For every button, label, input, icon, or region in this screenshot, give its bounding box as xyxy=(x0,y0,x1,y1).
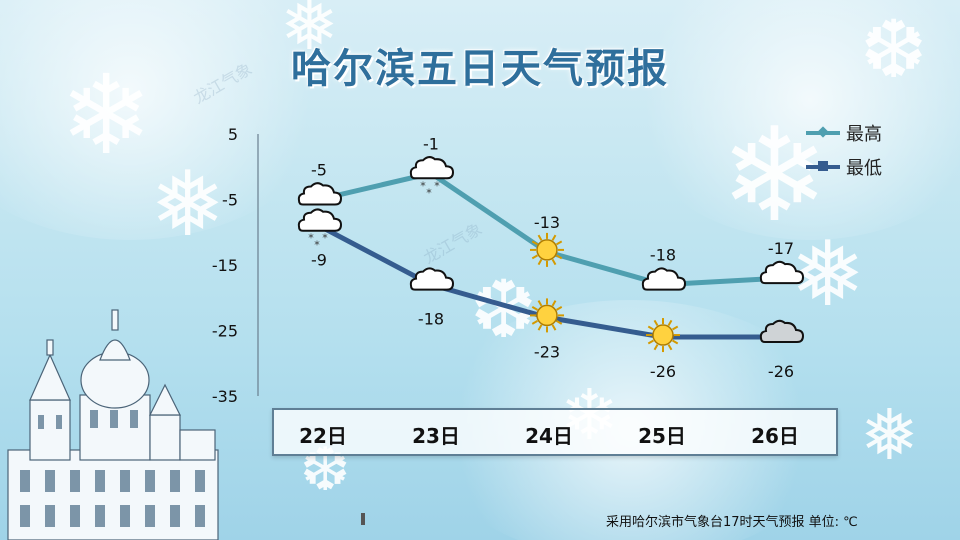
cloud-shape xyxy=(297,182,343,206)
sun-ray xyxy=(672,325,679,331)
sun-ray xyxy=(556,240,563,246)
cloudy-icon xyxy=(641,267,687,291)
sun-ray xyxy=(647,339,654,345)
snowflake-dot: * xyxy=(426,186,432,199)
legend-item-high: 最高 xyxy=(806,116,882,150)
sun-disc xyxy=(536,239,558,261)
footer-marker xyxy=(361,513,365,525)
data-label-high: -13 xyxy=(534,213,560,232)
cloud-shape xyxy=(759,319,805,344)
sun-ray xyxy=(551,324,557,331)
sun-ray xyxy=(531,240,538,246)
sun-ray xyxy=(556,320,563,325)
x-tick-label: 23日 xyxy=(412,424,460,448)
sun-ray xyxy=(537,234,543,241)
data-label-low: -23 xyxy=(534,342,560,361)
sunny-icon xyxy=(530,298,564,333)
snow-icon: * ** xyxy=(409,156,455,199)
legend-line-low xyxy=(806,161,840,171)
page-title: 哈尔滨五日天气预报 xyxy=(291,46,669,92)
diamond-marker-icon xyxy=(817,126,829,138)
snowflake-dot: * xyxy=(308,232,314,245)
y-tick-label: -15 xyxy=(212,256,238,275)
x-tick-label: 26日 xyxy=(751,424,799,448)
legend: 最高 最低 xyxy=(806,116,882,184)
overcast-icon xyxy=(759,319,805,344)
cloud-shape xyxy=(409,267,455,291)
snowflake-dot: * xyxy=(322,232,328,245)
snowflake-icon: ❅ xyxy=(860,394,919,476)
legend-item-low: 最低 xyxy=(806,150,882,184)
sun-disc xyxy=(536,304,558,327)
sun-ray xyxy=(537,258,543,266)
cloud-shape xyxy=(409,156,455,180)
data-label-low: -18 xyxy=(418,310,444,329)
sun-ray xyxy=(653,344,659,351)
footer-note: 采用哈尔滨市气象台17时天气预报 单位: ℃ xyxy=(606,515,858,530)
background-glow xyxy=(620,0,960,240)
church-illustration xyxy=(7,309,219,540)
y-tick-label: -35 xyxy=(212,387,238,406)
legend-line-high xyxy=(806,126,840,138)
snowflake-icon: ❅ xyxy=(280,0,339,66)
sun-disc xyxy=(652,324,674,346)
sunny-icon xyxy=(530,232,564,267)
cloud-shape xyxy=(641,267,687,291)
sun-ray xyxy=(537,324,543,331)
data-label-high: -5 xyxy=(311,161,327,180)
sunny-icon xyxy=(646,318,680,353)
sun-ray xyxy=(672,339,679,345)
sun-ray xyxy=(531,320,538,325)
sun-ray xyxy=(551,300,557,307)
sun-ray xyxy=(537,300,543,307)
snowflake-icon: ❅ xyxy=(150,152,226,257)
snowflake-icon: ❄ xyxy=(60,51,153,179)
cloudy-icon xyxy=(297,182,343,206)
cloud-shape xyxy=(297,208,343,232)
cloudy-icon xyxy=(409,267,455,291)
sun-ray xyxy=(556,306,563,311)
sun-ray xyxy=(667,319,673,327)
snowflake-dot: * xyxy=(420,179,426,192)
x-tick-label: 25日 xyxy=(638,424,686,448)
y-tick-label: -5 xyxy=(222,191,238,210)
x-tick-label: 22日 xyxy=(299,424,347,448)
data-label-low: -26 xyxy=(768,362,794,381)
legend-label-high: 最高 xyxy=(846,124,882,145)
snowflake-icon: ❆ xyxy=(860,3,928,96)
snow-icon: * ** xyxy=(297,208,343,252)
data-label-high: -17 xyxy=(768,239,794,258)
sun-ray xyxy=(531,306,538,311)
cloudy-icon xyxy=(759,260,805,285)
data-label-low: -9 xyxy=(311,251,327,270)
sun-ray xyxy=(653,319,659,327)
sun-ray xyxy=(551,234,557,241)
data-label-low: -26 xyxy=(650,362,676,381)
sun-ray xyxy=(531,254,538,260)
x-axis-category-bar: 22日 23日 24日 25日 26日 xyxy=(272,408,838,456)
square-marker-icon xyxy=(818,161,828,171)
data-label-high: -18 xyxy=(650,246,676,265)
cloud-shape xyxy=(759,260,805,285)
sun-ray xyxy=(551,258,557,266)
y-tick-label: -25 xyxy=(212,322,238,341)
snowflake-dot: * xyxy=(314,239,320,252)
snowflake-dot: * xyxy=(434,179,440,192)
x-tick-label: 24日 xyxy=(525,424,573,448)
sun-ray xyxy=(556,254,563,260)
sun-ray xyxy=(647,325,654,331)
legend-label-low: 最低 xyxy=(846,158,882,179)
data-label-high: -1 xyxy=(423,134,439,153)
sun-ray xyxy=(667,344,673,351)
y-tick-label: 5 xyxy=(228,125,238,144)
